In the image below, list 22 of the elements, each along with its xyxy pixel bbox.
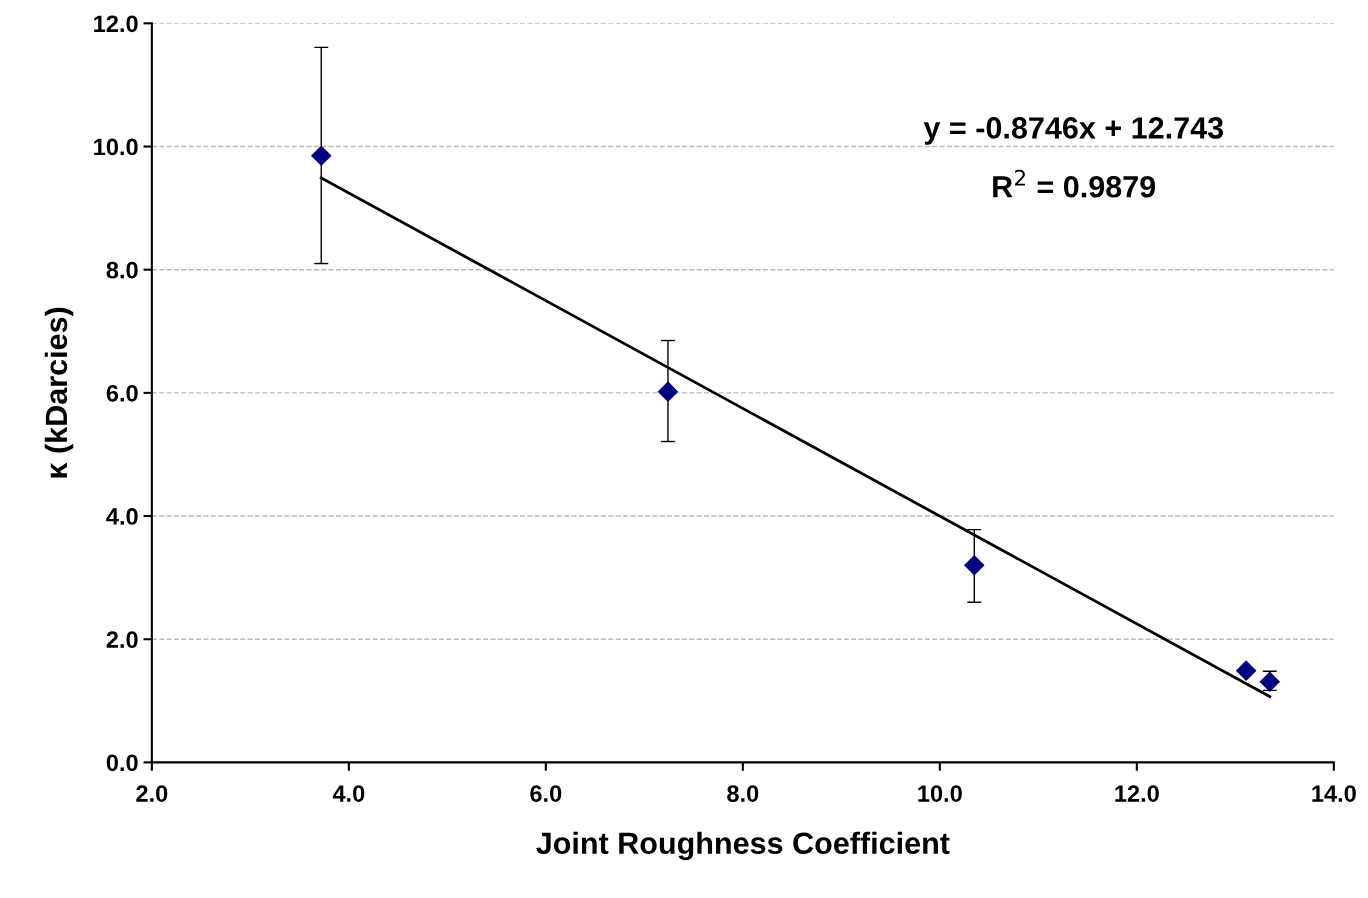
- x-tick-label: 8.0: [727, 785, 759, 802]
- x-tick-label: 2.0: [136, 785, 168, 802]
- point: [963, 555, 985, 576]
- annotation: y = -0.8746x + 12.743: [923, 117, 1224, 145]
- x-tick-label: 14.0: [1312, 785, 1356, 802]
- x-tick-label: 12.0: [1115, 785, 1159, 802]
- point: [310, 145, 332, 167]
- y-tick-label: 8.0: [106, 261, 138, 279]
- x-axis-title: Joint Roughness Coefficient: [536, 831, 950, 861]
- x-tick-label: 6.0: [530, 785, 562, 802]
- x-tick-label: 4.0: [332, 785, 365, 802]
- y-tick-label: 10.0: [94, 138, 138, 156]
- y-tick-label: 0.0: [106, 754, 138, 772]
- y-axis-title: κ (kDarcies): [44, 307, 74, 478]
- y-tick-label: 12.0: [94, 15, 138, 33]
- point: [1235, 660, 1257, 681]
- point: [657, 381, 679, 402]
- y-tick-label: 2.0: [106, 631, 138, 649]
- annotation: R$^{2}$ = 0.9879: [993, 169, 1156, 198]
- x-tick-label: 10.0: [918, 785, 962, 802]
- y-tick-label: 4.0: [106, 508, 138, 525]
- y-tick-label: 6.0: [106, 384, 138, 402]
